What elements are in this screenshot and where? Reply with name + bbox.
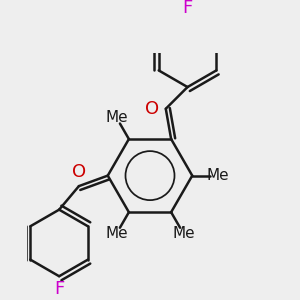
Text: O: O — [72, 163, 86, 181]
Text: Me: Me — [105, 226, 128, 242]
Text: F: F — [182, 0, 193, 17]
Text: F: F — [54, 280, 64, 298]
Text: Me: Me — [206, 168, 229, 183]
Text: Me: Me — [105, 110, 128, 125]
Text: O: O — [145, 100, 159, 118]
Text: Me: Me — [172, 226, 195, 242]
